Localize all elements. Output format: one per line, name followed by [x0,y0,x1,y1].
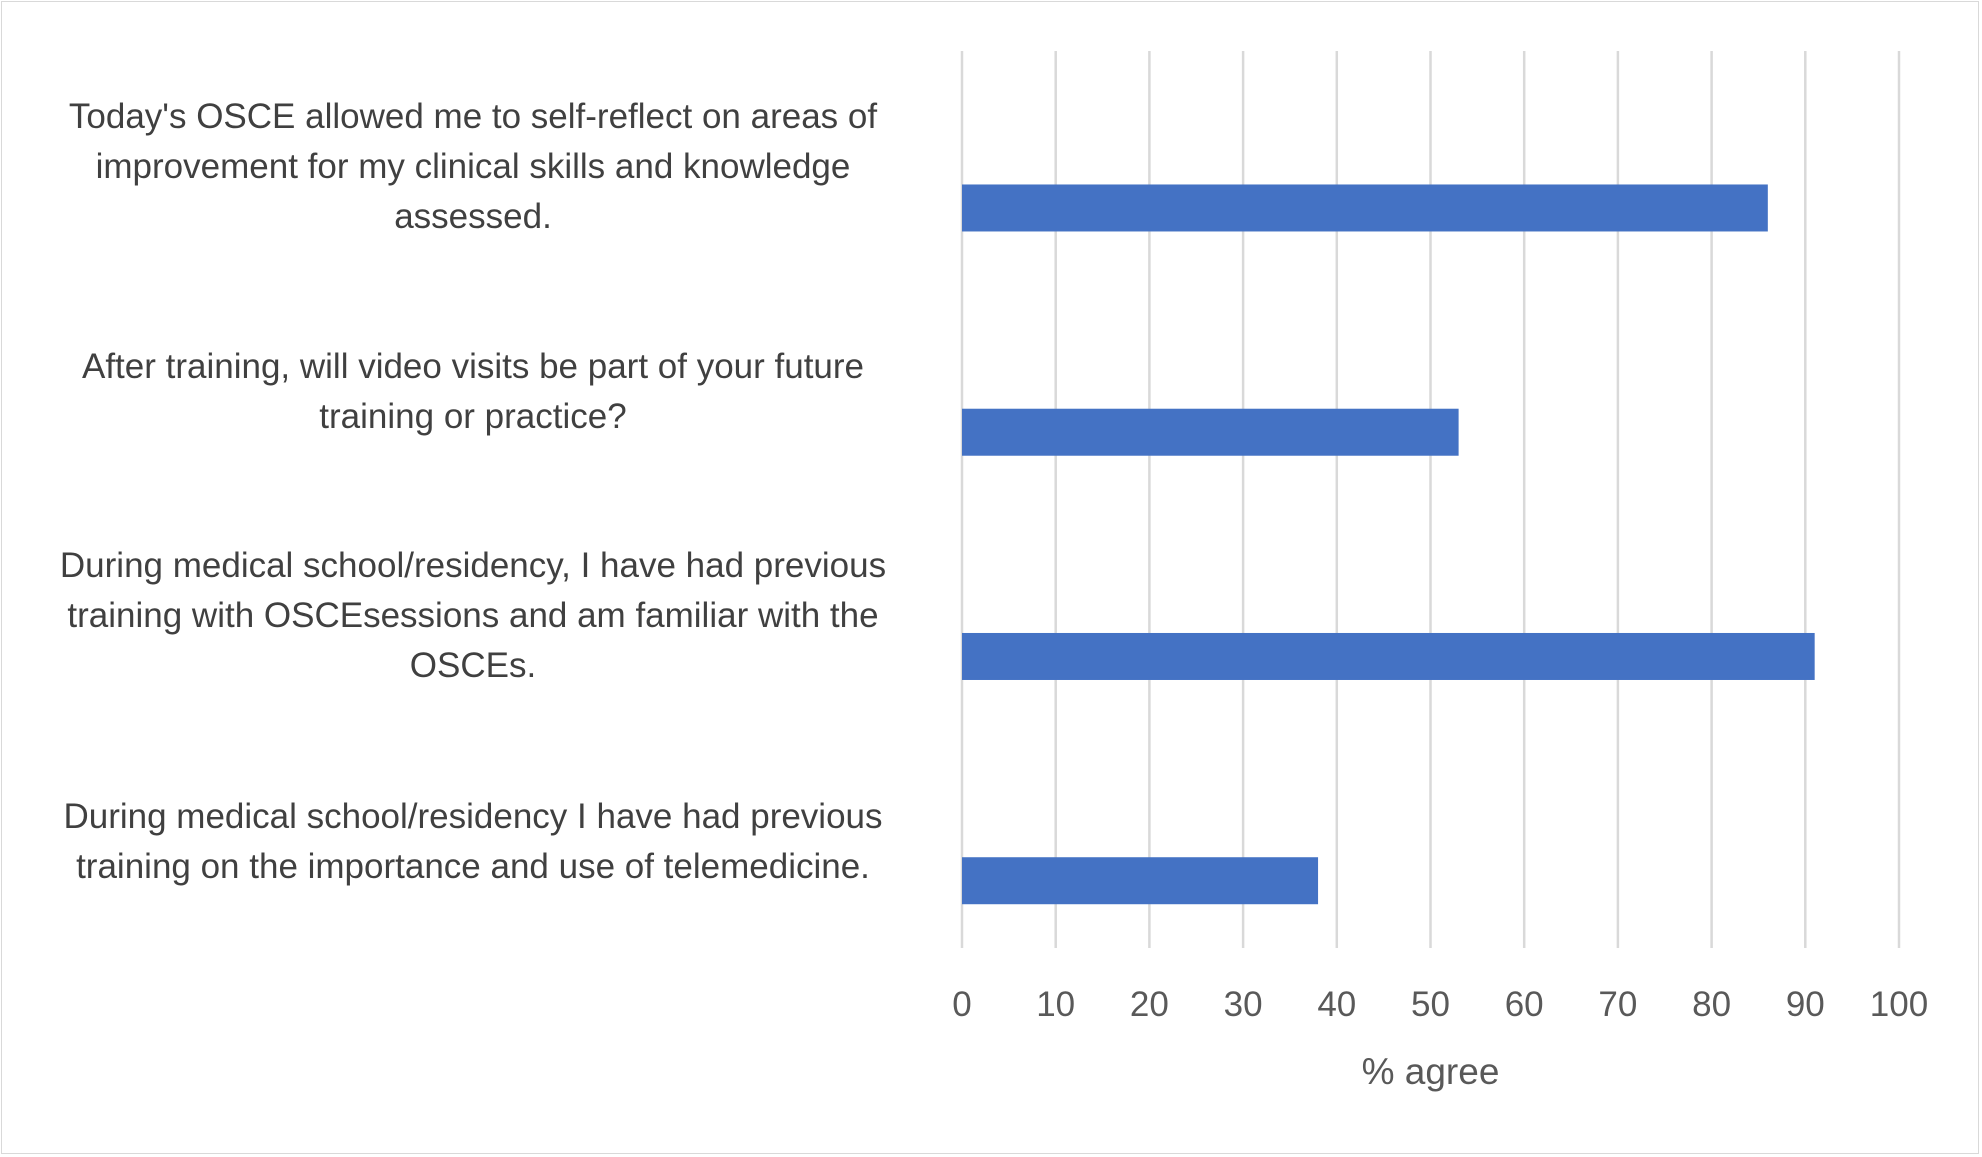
x-axis-title: % agree [1362,1051,1500,1092]
category-label: During medical school/residency, I have … [59,546,887,685]
category-label: After training, will video visits be par… [81,347,864,436]
bar [962,184,1768,232]
x-tick-label: 40 [1317,985,1356,1024]
x-tick-label: 90 [1786,985,1825,1024]
x-tick-label: 60 [1505,985,1544,1024]
x-tick-label: 10 [1036,985,1075,1024]
x-tick-label: 80 [1692,985,1731,1024]
bar [962,632,1815,680]
bar [962,408,1459,456]
x-tick-label: 70 [1598,985,1637,1024]
category-label: During medical school/residency I have h… [63,797,883,886]
bar [962,857,1319,905]
x-tick-label: 50 [1411,985,1450,1024]
x-tick-label: 0 [952,985,971,1024]
x-tick-label: 30 [1224,985,1263,1024]
category-label: Today's OSCE allowed me to self-reflect … [68,97,878,236]
x-tick-label: 100 [1870,985,1928,1024]
x-tick-label: 20 [1130,985,1169,1024]
